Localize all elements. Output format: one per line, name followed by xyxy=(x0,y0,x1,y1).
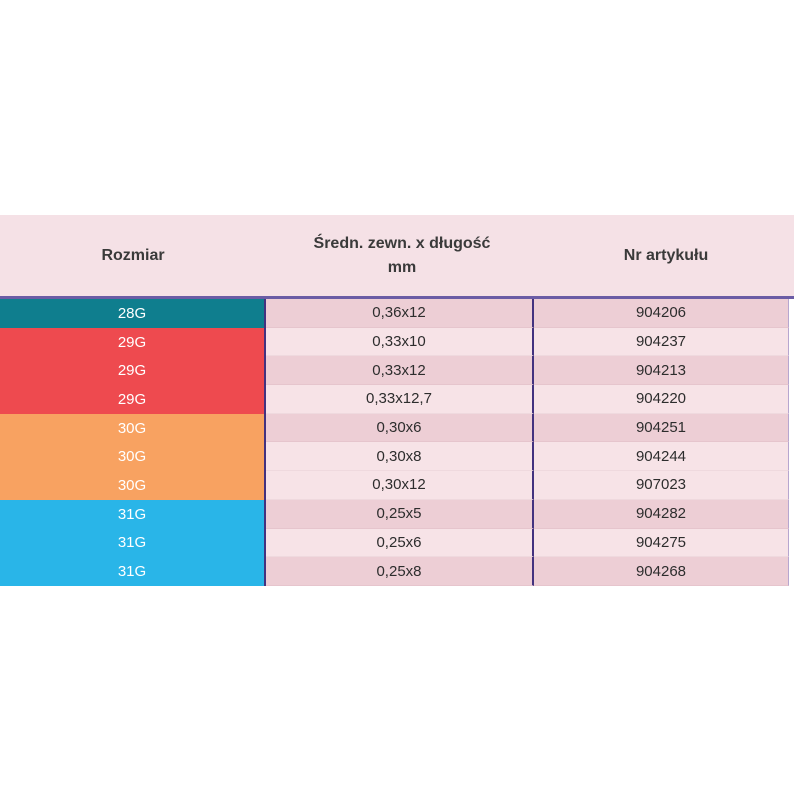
article-number-value: 907023 xyxy=(635,476,687,494)
table-body: 28G 0,36x12 904206 29G 0,33x10 904237 29… xyxy=(0,299,794,586)
column-header-article-label: Nr artykułu xyxy=(623,246,709,264)
size-label: 29G xyxy=(117,362,147,380)
article-number-cell: 904282 xyxy=(534,499,789,529)
size-label: 29G xyxy=(117,390,147,408)
article-number-cell: 904220 xyxy=(534,385,789,414)
article-number-value: 904282 xyxy=(635,505,687,523)
article-number-cell: 907023 xyxy=(534,471,789,500)
dimension-cell: 0,33x12 xyxy=(266,356,534,386)
size-label: 31G xyxy=(117,563,147,581)
article-number-value: 904275 xyxy=(635,533,687,551)
dimension-value: 0,33x12,7 xyxy=(366,390,432,408)
size-label: 30G xyxy=(117,419,147,437)
article-number-value: 904244 xyxy=(635,447,687,465)
table-row: 30G 0,30x12 907023 xyxy=(0,471,794,500)
article-number-cell: 904268 xyxy=(534,557,789,586)
column-header-size-label: Rozmiar xyxy=(101,246,165,264)
article-number-value: 904213 xyxy=(635,361,687,379)
article-number-cell: 904206 xyxy=(534,299,789,328)
size-label: 31G xyxy=(117,534,147,552)
article-number-value: 904237 xyxy=(635,333,687,351)
article-number-value: 904268 xyxy=(635,562,687,580)
dimension-cell: 0,25x8 xyxy=(266,557,534,586)
dimension-cell: 0,36x12 xyxy=(266,299,534,328)
dimension-value: 0,30x6 xyxy=(376,419,422,437)
size-label: 29G xyxy=(117,333,147,351)
size-cell: 28G xyxy=(0,299,266,328)
table-row: 29G 0,33x12,7 904220 xyxy=(0,385,794,414)
size-label: 28G xyxy=(117,304,147,322)
table-row: 31G 0,25x6 904275 xyxy=(0,528,794,558)
dimension-value: 0,30x8 xyxy=(376,447,422,465)
column-header-dimensions-line1: Średn. zewn. x długość xyxy=(313,235,491,253)
table-row: 29G 0,33x10 904237 xyxy=(0,327,794,357)
size-cell: 30G xyxy=(0,413,266,443)
size-cell: 29G xyxy=(0,385,266,414)
size-label: 31G xyxy=(117,505,147,523)
dimension-value: 0,25x8 xyxy=(376,562,422,580)
dimension-cell: 0,25x6 xyxy=(266,528,534,558)
dimension-value: 0,25x6 xyxy=(376,533,422,551)
dimension-cell: 0,33x10 xyxy=(266,327,534,357)
size-cell: 30G xyxy=(0,471,266,500)
column-header-dimensions: Średn. zewn. x długość mm xyxy=(266,215,538,296)
article-number-value: 904220 xyxy=(635,390,687,408)
table-row: 31G 0,25x8 904268 xyxy=(0,557,794,586)
table-row: 29G 0,33x12 904213 xyxy=(0,356,794,386)
column-header-article: Nr artykułu xyxy=(538,215,794,296)
article-number-cell: 904237 xyxy=(534,327,789,357)
dimension-cell: 0,33x12,7 xyxy=(266,385,534,414)
dimension-cell: 0,30x6 xyxy=(266,413,534,443)
dimension-value: 0,33x10 xyxy=(372,333,426,351)
article-number-value: 904251 xyxy=(635,419,687,437)
dimension-cell: 0,30x8 xyxy=(266,442,534,472)
article-number-cell: 904244 xyxy=(534,442,789,472)
header-divider-rule xyxy=(0,296,794,299)
table-row: 28G 0,36x12 904206 xyxy=(0,299,794,328)
column-header-size: Rozmiar xyxy=(0,215,266,296)
dimension-value: 0,36x12 xyxy=(372,304,426,322)
table-row: 30G 0,30x6 904251 xyxy=(0,413,794,443)
size-label: 30G xyxy=(117,448,147,466)
article-number-cell: 904275 xyxy=(534,528,789,558)
size-cell: 29G xyxy=(0,327,266,357)
dimension-cell: 0,25x5 xyxy=(266,499,534,529)
product-table: Rozmiar Średn. zewn. x długość mm Nr art… xyxy=(0,215,794,586)
dimension-value: 0,30x12 xyxy=(372,476,426,494)
table-header-row: Rozmiar Średn. zewn. x długość mm Nr art… xyxy=(0,215,794,296)
table-row: 30G 0,30x8 904244 xyxy=(0,442,794,472)
article-number-value: 904206 xyxy=(635,304,687,322)
article-number-cell: 904213 xyxy=(534,356,789,386)
column-header-dimensions-line2: mm xyxy=(387,258,417,276)
size-cell: 29G xyxy=(0,356,266,386)
table-row: 31G 0,25x5 904282 xyxy=(0,499,794,529)
dimension-cell: 0,30x12 xyxy=(266,471,534,500)
dimension-value: 0,33x12 xyxy=(372,361,426,379)
size-cell: 31G xyxy=(0,528,266,558)
article-number-cell: 904251 xyxy=(534,413,789,443)
size-cell: 30G xyxy=(0,442,266,472)
size-cell: 31G xyxy=(0,499,266,529)
size-label: 30G xyxy=(117,476,147,494)
dimension-value: 0,25x5 xyxy=(376,505,422,523)
size-cell: 31G xyxy=(0,557,266,586)
